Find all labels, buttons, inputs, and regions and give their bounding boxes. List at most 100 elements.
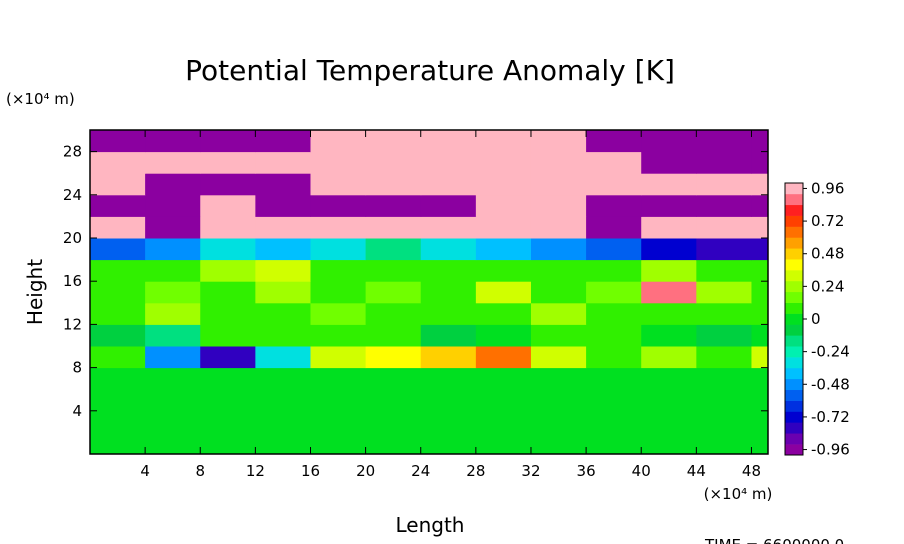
cell [696, 194, 752, 217]
field [90, 130, 768, 454]
cell [586, 194, 642, 217]
cell [696, 302, 752, 325]
cell [475, 194, 532, 217]
cell [90, 432, 146, 454]
colorbar-segment [785, 433, 803, 445]
colorbar-segment [785, 237, 803, 249]
cell [255, 194, 311, 217]
cell [145, 238, 201, 261]
cell [365, 302, 422, 325]
cell [475, 324, 532, 347]
cell [365, 259, 422, 282]
cell [586, 346, 642, 369]
cell [365, 194, 422, 217]
cell [310, 151, 367, 174]
colorbar-segment [785, 280, 803, 293]
colorbar-segment [785, 357, 803, 369]
cell [530, 281, 587, 304]
cell [200, 302, 256, 325]
cell [200, 173, 256, 196]
plot-frame [89, 129, 769, 455]
colorbar-tick-label: -0.96 [811, 441, 850, 459]
cell [310, 194, 367, 217]
cell [145, 130, 201, 153]
x-unit: (×10⁴ m) [704, 485, 773, 503]
cell [255, 302, 311, 325]
cell [751, 432, 768, 454]
cell [365, 367, 422, 390]
footer: TIME = 6600000.0 [704, 536, 844, 544]
cell [310, 367, 367, 390]
y-tick-label: 28 [63, 143, 82, 161]
cell [420, 324, 477, 347]
x-axis-label: Length [396, 513, 465, 537]
cell [530, 173, 587, 196]
cell [586, 324, 642, 347]
cell [90, 130, 146, 153]
colorbar-segment [785, 422, 803, 434]
cell [696, 216, 752, 239]
colorbar-segment [785, 324, 803, 336]
cell [586, 130, 642, 153]
cell [145, 367, 201, 390]
cell [255, 432, 311, 454]
cell [641, 281, 697, 304]
cell [200, 238, 256, 261]
cell [310, 238, 367, 261]
cell [696, 130, 752, 153]
cell [751, 194, 768, 217]
cell [530, 346, 587, 369]
y-tick-label: 20 [63, 229, 82, 247]
cell [145, 194, 201, 217]
cell [255, 410, 311, 433]
cell [145, 389, 201, 412]
cell [145, 281, 201, 304]
cell [90, 173, 146, 196]
cell [475, 302, 532, 325]
cell [420, 238, 477, 261]
cell [475, 367, 532, 390]
x-tick-label: 24 [411, 462, 430, 480]
cell [530, 302, 587, 325]
cell [90, 259, 146, 282]
cell [586, 173, 642, 196]
cell [90, 367, 146, 390]
cell [420, 367, 477, 390]
cell [420, 302, 477, 325]
colorbar-segment [785, 259, 803, 271]
cell [641, 410, 697, 433]
cell [310, 324, 367, 347]
cell [696, 432, 752, 454]
colorbar-segment [785, 313, 803, 325]
colorbar-segment [785, 193, 803, 206]
colorbar-tick-label: 0.24 [811, 277, 844, 295]
cell [641, 151, 697, 174]
cell [475, 281, 532, 304]
cell [586, 281, 642, 304]
cell [255, 259, 311, 282]
colorbar-segment [785, 270, 803, 282]
cell [530, 389, 587, 412]
cell [751, 130, 768, 153]
colorbar-segment [785, 389, 803, 401]
cell [586, 151, 642, 174]
cell [641, 432, 697, 454]
colorbar-tick-label: 0.48 [811, 245, 844, 263]
cell [310, 432, 367, 454]
cell [530, 216, 587, 239]
cell [90, 216, 146, 239]
colorbar-segment [785, 226, 803, 238]
cell [530, 238, 587, 261]
colorbar-tick-label: -0.72 [811, 408, 850, 426]
colorbar-tick-label: 0.96 [811, 179, 844, 197]
cell [255, 389, 311, 412]
y-axis-label: Height [23, 259, 47, 325]
cell [365, 432, 422, 454]
cell [255, 324, 311, 347]
cell [475, 216, 532, 239]
cell [365, 216, 422, 239]
cell [420, 151, 477, 174]
cell [255, 216, 311, 239]
x-tick-label: 32 [521, 462, 540, 480]
cell [90, 410, 146, 433]
